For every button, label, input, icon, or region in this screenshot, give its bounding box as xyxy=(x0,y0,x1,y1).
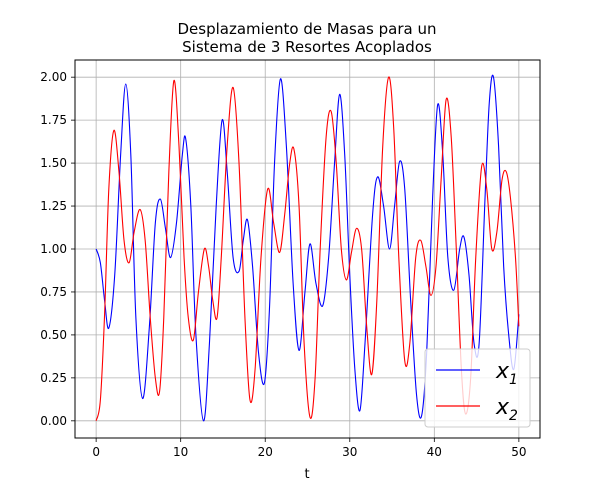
y-tick-label: 0.00 xyxy=(40,414,67,428)
y-tick-label: 0.75 xyxy=(40,285,67,299)
y-tick-label: 1.00 xyxy=(40,242,67,256)
chart-title-line-1: Desplazamiento de Masas para un xyxy=(178,20,437,38)
y-tick-label: 2.00 xyxy=(40,70,67,84)
y-tick-label: 1.75 xyxy=(40,113,67,127)
x-tick-label: 30 xyxy=(342,445,357,459)
legend-box xyxy=(424,348,531,428)
series-line-x2 xyxy=(95,76,520,421)
grid xyxy=(75,60,540,438)
y-tick-label: 0.25 xyxy=(40,371,67,385)
x-tick-label: 40 xyxy=(427,445,442,459)
y-tick-label: 0.50 xyxy=(40,328,67,342)
chart-title-line-2: Sistema de 3 Resortes Acoplados xyxy=(182,38,432,56)
axis-ticks: 0 10 20 30 40 50 0.00 0.25 0.50 0.75 1.00 1.25 1.50 1… xyxy=(40,70,526,459)
x-tick-label: 20 xyxy=(258,445,273,459)
x-tick-label: 10 xyxy=(173,445,188,459)
legend: x1 x2 xyxy=(424,348,531,428)
x-axis-label: t xyxy=(304,467,309,482)
y-tick-label: 1.50 xyxy=(40,156,67,170)
series-line-x1 xyxy=(95,74,520,422)
x-tick-label: 0 xyxy=(92,445,100,459)
x-tick-label: 50 xyxy=(511,445,526,459)
data-series xyxy=(95,74,520,422)
y-tick-label: 1.25 xyxy=(40,199,67,213)
